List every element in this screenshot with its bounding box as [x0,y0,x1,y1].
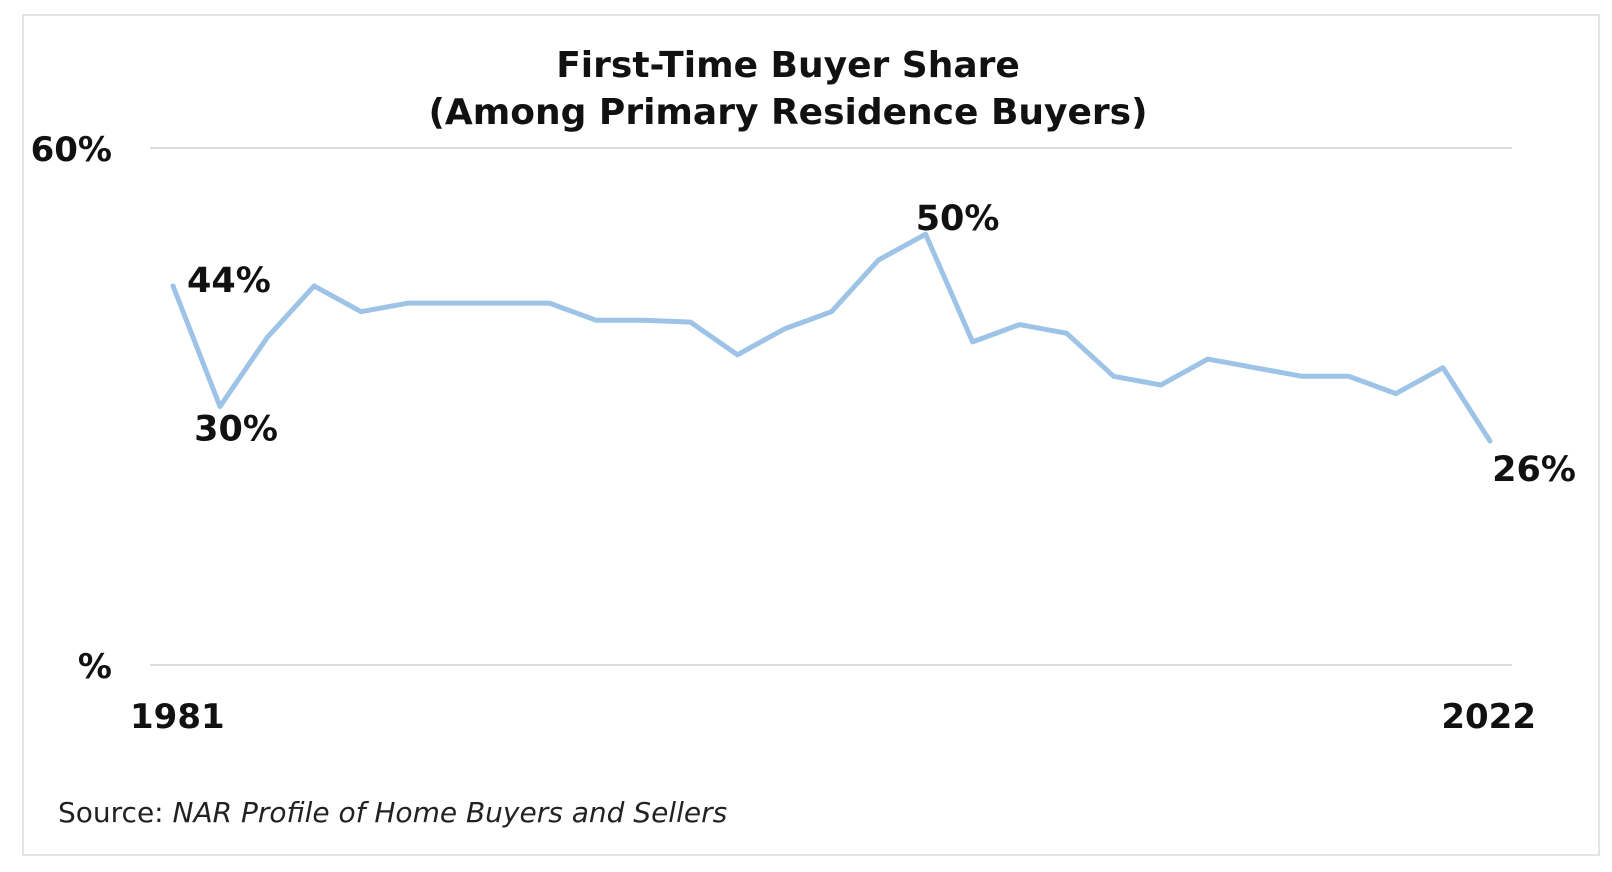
data-point [266,337,268,339]
data-point [1160,384,1162,386]
chart-frame [22,14,1600,856]
data-point [454,302,456,304]
data-point [925,233,927,235]
chart-subtitle: (Among Primary Residence Buyers) [428,92,1147,133]
data-point [831,311,832,313]
data-point [1019,324,1021,326]
data-point [1254,367,1256,369]
y-tick-top: 60% [31,130,112,170]
x-tick-end: 2022 [1441,697,1536,737]
data-point [1442,367,1444,369]
data-point [407,302,409,304]
source-title: NAR Profile of Home Buyers and Sellers [172,796,728,829]
data-point [1066,332,1068,334]
data-point [1489,440,1491,442]
series-layer [170,231,1493,444]
data-point [501,302,503,304]
data-point [172,285,174,287]
data-label: 26% [1492,450,1576,490]
data-point [1395,393,1397,395]
data-point [642,319,644,321]
data-point [313,285,315,287]
series-line [170,231,1493,444]
data-point [1301,375,1303,377]
data-point [219,406,221,407]
data-label: 50% [916,199,1000,239]
data-point [548,302,550,304]
data-point [689,321,691,323]
data-point [878,259,879,261]
source-note: Source: NAR Profile of Home Buyers and S… [58,796,727,829]
y-tick-bottom: % [78,647,112,687]
data-point [972,341,974,343]
data-label: 44% [187,261,271,301]
data-point [595,319,597,321]
data-point [1113,375,1115,377]
data-point [784,328,785,330]
data-point [1207,358,1209,360]
data-point [736,354,738,356]
data-point [1348,375,1350,377]
x-tick-start: 1981 [130,697,225,737]
data-point [360,311,362,313]
data-label-layer: 44% 30% 50% 26% [187,199,1576,490]
data-label: 30% [194,410,278,450]
chart-title: First-Time Buyer Share [556,45,1020,86]
source-prefix: Source: [58,796,173,829]
